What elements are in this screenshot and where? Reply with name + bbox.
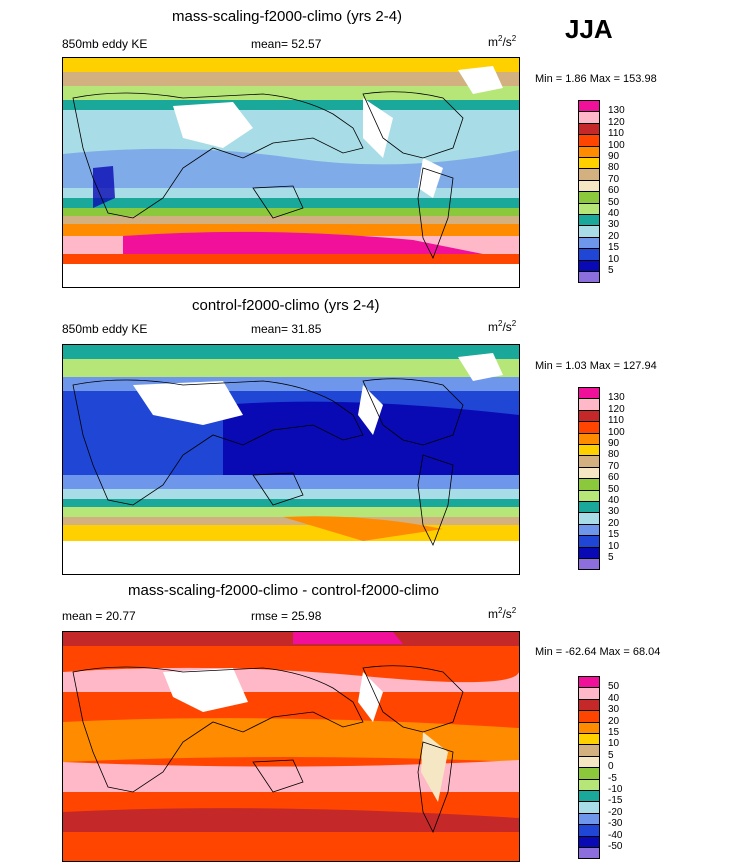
colorbar-tick-label: 130 — [608, 392, 625, 404]
colorbar-tick-label: 30 — [608, 506, 620, 518]
panel2-colorbar — [578, 387, 600, 571]
colorbar-tick-label: 70 — [608, 460, 620, 472]
colorbar-tick-label: 80 — [608, 162, 620, 174]
colorbar-tick-label: 50 — [608, 196, 620, 208]
colorbar-tick-label: 120 — [608, 403, 625, 415]
panel1-colorbar — [578, 100, 600, 284]
panel1-minmax: Min = 1.86 Max = 153.98 — [535, 73, 657, 85]
colorbar-tick-label: 5 — [608, 552, 614, 563]
panel2-minmax: Min = 1.03 Max = 127.94 — [535, 360, 657, 372]
season-label: JJA — [565, 14, 613, 44]
panel3-units: m2/s2 — [488, 606, 517, 621]
panel3-rmse: rmse = 25.98 — [251, 609, 322, 623]
colorbar-tick-label: 130 — [608, 105, 625, 117]
colorbar-tick-label: 50 — [608, 681, 620, 693]
colorbar-tick-label: -5 — [608, 772, 617, 784]
colorbar-swatch — [578, 271, 600, 284]
colorbar-tick-label: 20 — [608, 715, 620, 727]
panel1-units: m2/s2 — [488, 34, 517, 49]
colorbar-tick-label: 0 — [608, 761, 614, 773]
colorbar-tick-label: 40 — [608, 692, 620, 704]
panel3-title: mass-scaling-f2000-climo - control-f2000… — [128, 582, 439, 599]
panel2-mean: mean= 31.85 — [251, 322, 322, 336]
colorbar-tick-label: 100 — [608, 426, 625, 438]
colorbar-tick-label: -15 — [608, 795, 623, 807]
colorbar-tick-label: 20 — [608, 230, 620, 242]
colorbar-tick-label: 5 — [608, 265, 614, 276]
colorbar-tick-label: 10 — [608, 738, 620, 750]
colorbar-tick-label: 30 — [608, 704, 620, 716]
colorbar-tick-label: 120 — [608, 116, 625, 128]
colorbar-tick-label: 20 — [608, 517, 620, 529]
colorbar-tick-label: 30 — [608, 219, 620, 231]
panel3-minmax: Min = -62.64 Max = 68.04 — [535, 646, 661, 658]
panel1-map — [62, 57, 520, 288]
panel1-mean: mean= 52.57 — [251, 37, 322, 51]
colorbar-tick-label: 60 — [608, 472, 620, 484]
colorbar-tick-label: 10 — [608, 540, 620, 552]
colorbar-tick-label: -20 — [608, 806, 623, 818]
panel3-mean: mean = 20.77 — [62, 609, 136, 623]
colorbar-tick-label: 40 — [608, 495, 620, 506]
colorbar-tick-label: 70 — [608, 173, 620, 185]
colorbar-tick-label: 90 — [608, 151, 620, 162]
colorbar-tick-label: -40 — [608, 829, 623, 841]
colorbar-tick-label: -30 — [608, 818, 623, 830]
colorbar-tick-label: 90 — [608, 438, 620, 449]
panel2-map — [62, 344, 520, 575]
panel1-variable-label: 850mb eddy KE — [62, 37, 148, 51]
colorbar-tick-label: 40 — [608, 208, 620, 219]
colorbar-swatch — [578, 847, 600, 860]
colorbar-tick-label: 110 — [608, 415, 624, 427]
colorbar-tick-label: -50 — [608, 841, 623, 852]
colorbar-tick-label: 10 — [608, 253, 620, 265]
panel2-title: control-f2000-climo (yrs 2-4) — [192, 297, 380, 314]
panel1-title: mass-scaling-f2000-climo (yrs 2-4) — [172, 8, 403, 25]
colorbar-tick-label: 5 — [608, 749, 614, 761]
panel2-variable-label: 850mb eddy KE — [62, 322, 148, 336]
colorbar-tick-label: 15 — [608, 727, 620, 738]
colorbar-tick-label: 15 — [608, 242, 620, 254]
colorbar-tick-label: 100 — [608, 139, 625, 151]
colorbar-tick-label: 80 — [608, 449, 620, 461]
panel3-map — [62, 631, 520, 862]
colorbar-tick-label: 15 — [608, 529, 620, 541]
colorbar-tick-label: 50 — [608, 483, 620, 495]
colorbar-tick-label: 60 — [608, 185, 620, 197]
colorbar-tick-label: 110 — [608, 128, 624, 140]
panel2-units: m2/s2 — [488, 319, 517, 334]
panel3-colorbar — [578, 676, 600, 860]
colorbar-swatch — [578, 558, 600, 571]
colorbar-tick-label: -10 — [608, 784, 623, 795]
